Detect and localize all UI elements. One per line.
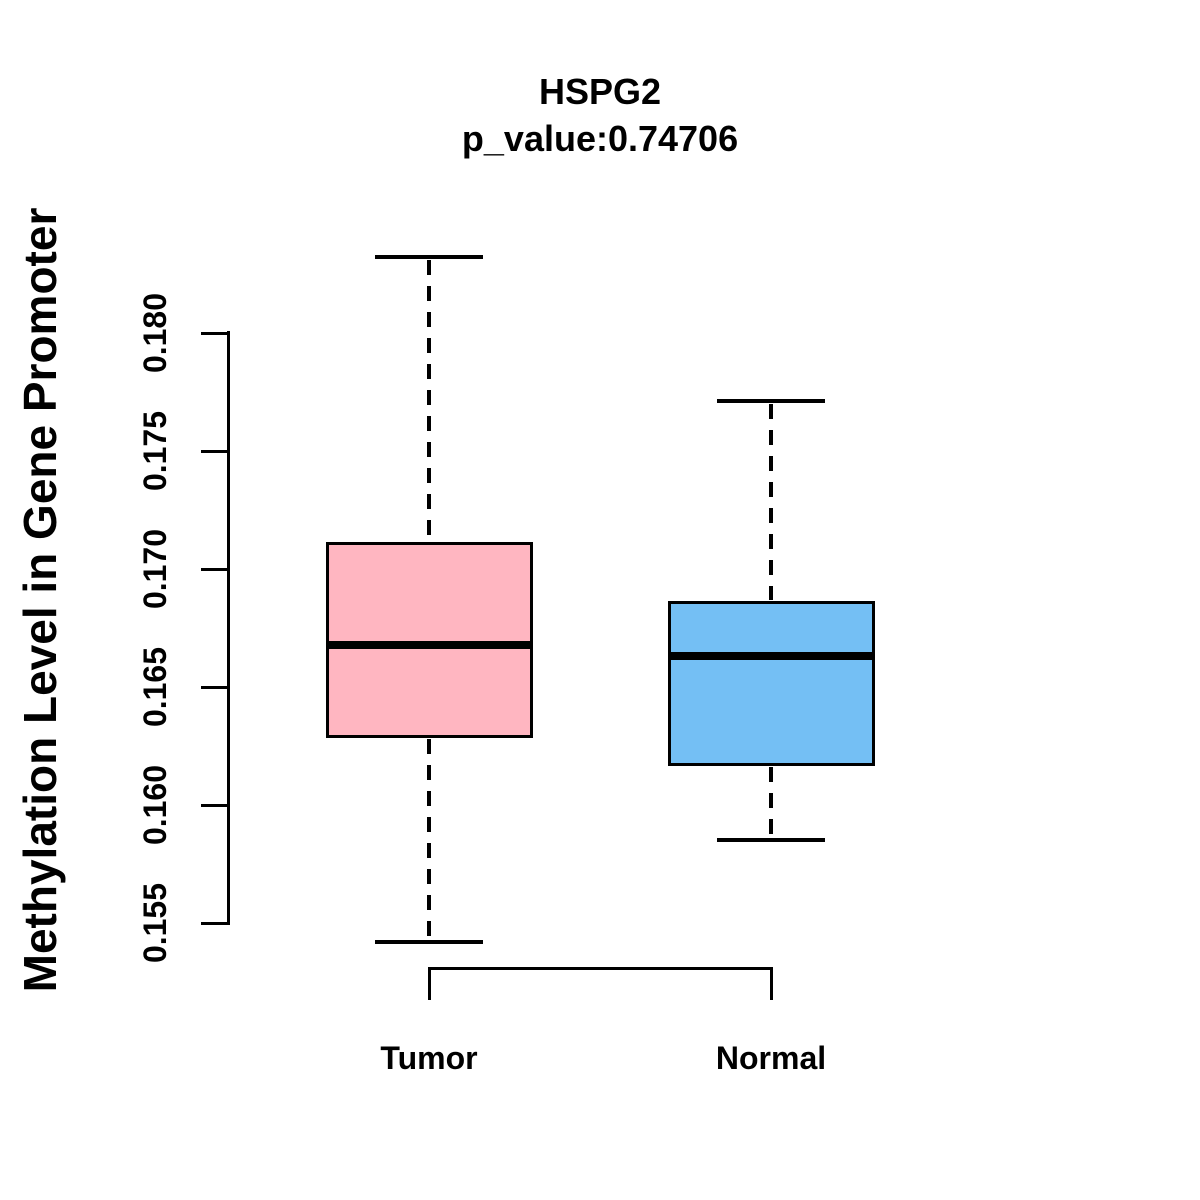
y-tick-mark: [201, 331, 227, 335]
median-line-normal: [670, 652, 872, 661]
y-axis-title: Methylation Level in Gene Promoter: [14, 207, 66, 993]
y-tick-label: 0.180: [137, 292, 173, 374]
whisker-line-upper-tumor: [427, 260, 431, 542]
y-tick-mark: [201, 449, 227, 453]
whisker-line-lower-tumor: [427, 738, 431, 940]
y-tick-mark: [201, 921, 227, 925]
box-normal: [667, 600, 875, 767]
whisker-cap-upper-normal: [717, 399, 825, 404]
x-axis-label-tumor: Tumor: [380, 1040, 478, 1076]
median-line-tumor: [328, 640, 530, 649]
chart-title: HSPG2: [538, 71, 662, 112]
whisker-cap-lower-normal: [717, 838, 825, 843]
x-axis-label-normal: Normal: [715, 1040, 827, 1076]
chart-subtitle-pvalue: p_value:0.74706: [461, 118, 739, 159]
box-tumor: [325, 541, 533, 739]
y-axis-line: [227, 331, 230, 925]
whisker-cap-upper-tumor: [375, 255, 483, 260]
comparison-bracket: [427, 967, 773, 1000]
whisker-cap-lower-tumor: [375, 939, 483, 944]
chart-title-block: HSPG2 p_value:0.74706: [230, 68, 970, 162]
y-tick-mark: [201, 685, 227, 689]
y-tick-mark: [201, 803, 227, 807]
whisker-line-lower-normal: [769, 766, 773, 839]
y-tick-mark: [201, 567, 227, 571]
whisker-line-upper-normal: [769, 404, 773, 601]
